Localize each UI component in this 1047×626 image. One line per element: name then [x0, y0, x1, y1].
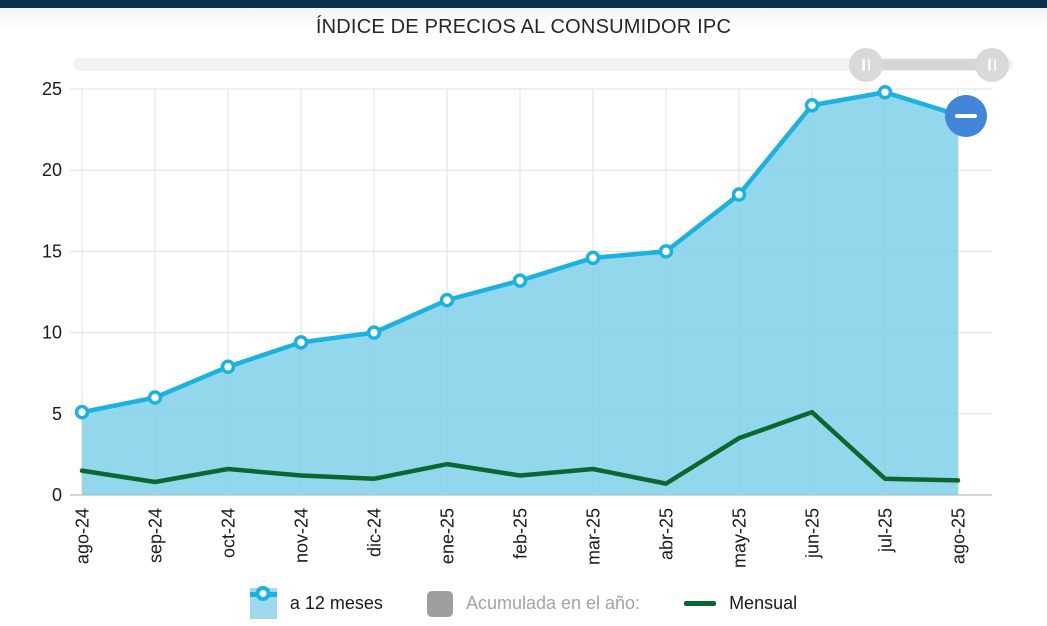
- data-point-marker[interactable]: [439, 292, 455, 308]
- x-axis-tick-label: abr-25: [656, 508, 676, 560]
- y-axis-tick-label: 15: [42, 241, 62, 261]
- x-axis-tick-label: jul-25: [875, 508, 895, 553]
- x-axis-tick-label: ago-24: [72, 508, 92, 564]
- x-axis-tick-label: nov-24: [291, 508, 311, 563]
- header-gradient: [0, 8, 1047, 32]
- x-axis-tick-label: ago-25: [948, 508, 968, 564]
- legend-item-mensual[interactable]: Mensual: [684, 593, 797, 614]
- square-swatch-icon: [426, 590, 453, 617]
- y-axis-tick-label: 25: [42, 79, 62, 99]
- data-point-marker[interactable]: [658, 244, 674, 259]
- y-axis-tick-label: 5: [52, 404, 62, 424]
- line-swatch-icon: [684, 601, 717, 606]
- y-axis-tick-label: 0: [52, 485, 62, 505]
- series-12-meses-area[interactable]: [82, 92, 958, 496]
- top-accent-bar: [0, 0, 1047, 8]
- minus-icon: [955, 114, 977, 118]
- data-point-marker[interactable]: [147, 390, 163, 405]
- ipc-chart-canvas[interactable]: 0 5 10 15 20 25 ago-24 sep-24 oct-24 nov-24 dic-24…: [0, 0, 1047, 584]
- data-point-marker[interactable]: [366, 325, 382, 340]
- data-point-marker[interactable]: [877, 84, 893, 100]
- data-point-marker[interactable]: [220, 359, 236, 374]
- legend-label-acumulada: Acumulada en el año:: [465, 593, 641, 613]
- navigator-handle-left[interactable]: [849, 47, 883, 82]
- legend-label-mensual: Mensual: [729, 593, 798, 613]
- data-point-marker[interactable]: [74, 404, 90, 420]
- navigator-handle-right[interactable]: [975, 47, 1009, 82]
- swatch-marker-dot: [255, 586, 271, 601]
- data-point-marker[interactable]: [731, 187, 747, 202]
- legend-item-12-meses[interactable]: a 12 meses: [249, 586, 383, 619]
- grip-icon: [988, 58, 991, 71]
- data-point-marker[interactable]: [293, 335, 309, 350]
- zoom-out-button[interactable]: [945, 95, 987, 137]
- x-axis-tick-label: sep-24: [145, 508, 165, 563]
- x-axis-tick-label: ene-25: [437, 508, 457, 564]
- grip-icon: [862, 58, 865, 71]
- x-axis-tick-label: may-25: [729, 508, 749, 568]
- area-marker-swatch-icon: [249, 586, 277, 619]
- x-axis-tick-label: dic-24: [364, 508, 384, 557]
- x-axis-tick-label: feb-25: [510, 508, 530, 559]
- data-point-marker[interactable]: [804, 97, 820, 113]
- legend-label-12-meses: a 12 meses: [289, 593, 383, 613]
- legend-item-acumulada[interactable]: Acumulada en el año:: [426, 590, 641, 617]
- range-navigator-track[interactable]: [73, 47, 1013, 82]
- chart-legend: a 12 meses Acumulada en el año: Mensual: [0, 586, 1047, 619]
- data-point-marker[interactable]: [512, 273, 528, 288]
- grip-icon: [993, 58, 996, 71]
- y-axis-tick-label: 20: [42, 160, 62, 180]
- chart-title: ÍNDICE DE PRECIOS AL CONSUMIDOR IPC: [315, 16, 732, 38]
- data-point-marker[interactable]: [585, 250, 601, 266]
- x-axis-tick-label: jun-25: [802, 508, 822, 559]
- navigator-selected-range[interactable]: [866, 59, 992, 70]
- series-mensual-line[interactable]: [79, 409, 961, 486]
- x-axis-tick-label: oct-24: [218, 508, 238, 558]
- x-axis-tick-label: mar-25: [583, 508, 603, 565]
- y-axis-tick-label: 10: [42, 323, 62, 343]
- grip-icon: [867, 58, 870, 71]
